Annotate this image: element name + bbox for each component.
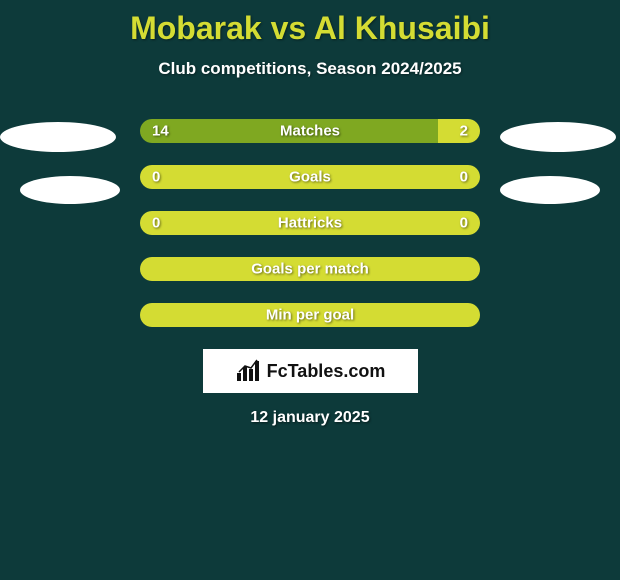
stat-bar: Matches14 2	[140, 119, 480, 143]
stat-bar-right-value: 0	[460, 169, 468, 186]
stat-bar: Goals0 0	[140, 165, 480, 189]
footer-date: 12 january 2025	[0, 409, 620, 427]
stat-bar-right-value: 0	[460, 215, 468, 232]
stat-bar-label: Goals	[140, 169, 480, 186]
decorative-ellipse	[0, 122, 116, 152]
stat-bar: Hattricks0 0	[140, 211, 480, 235]
bar-chart-icon	[235, 359, 263, 383]
stat-bar-label: Min per goal	[140, 307, 480, 324]
stat-bar-left-value: 0	[152, 215, 160, 232]
stat-bar-label: Goals per match	[140, 261, 480, 278]
brand-text: FcTables.com	[267, 361, 386, 382]
stat-bar-left-value: 14	[152, 123, 169, 140]
stat-bar-label: Matches	[140, 123, 480, 140]
stat-bar-right-value: 2	[460, 123, 468, 140]
decorative-ellipse	[500, 122, 616, 152]
stat-bar-label: Hattricks	[140, 215, 480, 232]
comparison-bars: Matches142Goals00Hattricks00Goals per ma…	[0, 119, 620, 327]
stat-bar: Goals per match	[140, 257, 480, 281]
decorative-ellipse	[500, 176, 600, 204]
decorative-ellipse	[20, 176, 120, 204]
stat-bar-left-value: 0	[152, 169, 160, 186]
brand-box: FcTables.com	[203, 349, 418, 393]
page-title: Mobarak vs Al Khusaibi	[0, 0, 620, 47]
page-subtitle: Club competitions, Season 2024/2025	[0, 59, 620, 79]
stat-bar: Min per goal	[140, 303, 480, 327]
